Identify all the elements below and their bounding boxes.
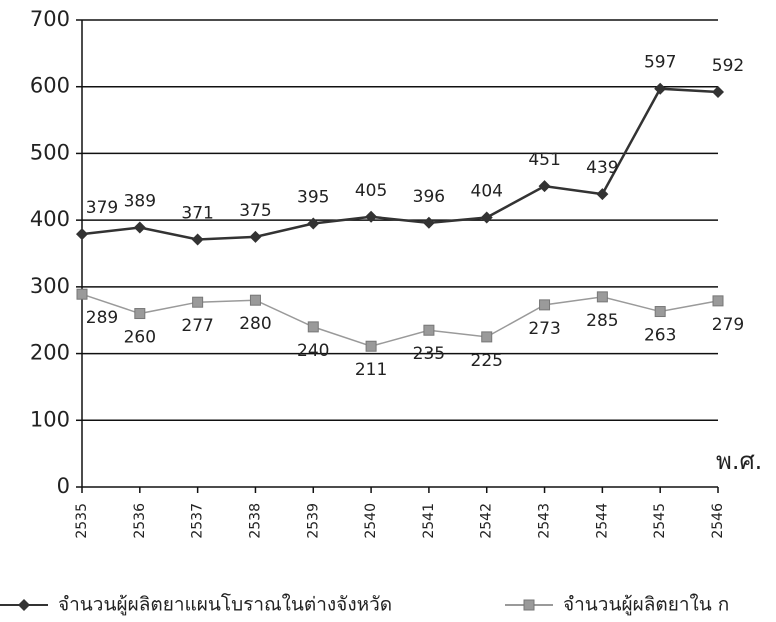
data-point [712, 86, 724, 99]
legend-marker [523, 599, 535, 611]
series-line [81, 293, 719, 348]
legend-label: จำนวนผู้ผลิตยาใน ก [563, 594, 729, 616]
x-tick-label: 2535 [74, 503, 90, 539]
data-point [712, 295, 724, 307]
data-point [596, 291, 608, 303]
series-line [81, 87, 719, 241]
x-tick-label: 2536 [132, 503, 148, 539]
y-tick-label: 500 [30, 140, 70, 164]
data-point [654, 82, 667, 95]
data-label: 235 [413, 344, 445, 364]
data-point [654, 306, 666, 318]
legend-label: จำนวนผู้ผลิตยาแผนโบราณในต่างจังหวัด [58, 593, 392, 616]
y-tick-label: 600 [30, 74, 70, 98]
data-point [423, 324, 435, 336]
y-tick-label: 400 [30, 207, 70, 231]
data-label: 280 [239, 314, 271, 334]
data-label: 225 [471, 351, 503, 371]
data-point [76, 288, 88, 300]
data-label: 375 [239, 201, 271, 221]
data-point [307, 217, 320, 230]
data-label: 439 [586, 158, 618, 178]
data-point [134, 308, 146, 320]
x-tick-label: 2545 [652, 503, 668, 539]
data-point [249, 294, 261, 306]
data-label: 451 [528, 150, 560, 170]
data-label: 395 [297, 187, 329, 207]
data-label: 379 [86, 198, 118, 218]
data-label: 405 [355, 181, 387, 201]
data-label: 279 [712, 315, 744, 335]
data-point [422, 216, 435, 229]
y-tick-label: 0 [57, 474, 70, 498]
y-tick-label: 700 [30, 7, 70, 31]
x-tick-label: 2542 [479, 503, 495, 539]
x-tick-label: 2541 [421, 503, 437, 539]
data-label: 240 [297, 341, 329, 361]
data-label: 273 [528, 319, 560, 339]
x-tick-label: 2544 [594, 503, 610, 539]
data-point [596, 188, 609, 201]
data-point [481, 331, 493, 343]
data-label: 371 [181, 203, 213, 223]
data-label: 404 [471, 181, 503, 201]
data-label: 211 [355, 360, 387, 380]
data-point [538, 180, 551, 193]
data-point [191, 233, 204, 246]
x-axis-label: พ.ศ. [716, 447, 762, 475]
data-point [365, 210, 378, 223]
x-tick-label: 2539 [305, 503, 321, 539]
data-point [76, 228, 88, 241]
legend-marker [18, 599, 30, 611]
data-label: 260 [124, 328, 156, 348]
data-label: 263 [644, 326, 676, 346]
data-label: 592 [712, 56, 744, 76]
data-label: 597 [644, 53, 676, 73]
data-label: 289 [86, 308, 118, 328]
data-label: 285 [586, 311, 618, 331]
data-point [365, 340, 377, 352]
data-point [133, 221, 146, 234]
y-tick-label: 300 [30, 274, 70, 298]
x-tick-label: 2537 [190, 503, 206, 539]
data-point [539, 299, 551, 311]
x-tick-label: 2540 [363, 503, 379, 539]
x-tick-label: 2543 [537, 503, 553, 539]
data-label: 396 [413, 187, 445, 207]
x-tick-label: 2538 [247, 503, 263, 539]
data-label: 277 [181, 316, 213, 336]
x-tick-label: 2546 [710, 503, 726, 539]
data-point [249, 230, 262, 243]
y-tick-label: 200 [30, 341, 70, 365]
data-point [307, 321, 319, 333]
y-tick-label: 100 [30, 407, 70, 431]
data-point [480, 211, 493, 224]
data-point [192, 296, 204, 308]
data-label: 389 [124, 191, 156, 211]
